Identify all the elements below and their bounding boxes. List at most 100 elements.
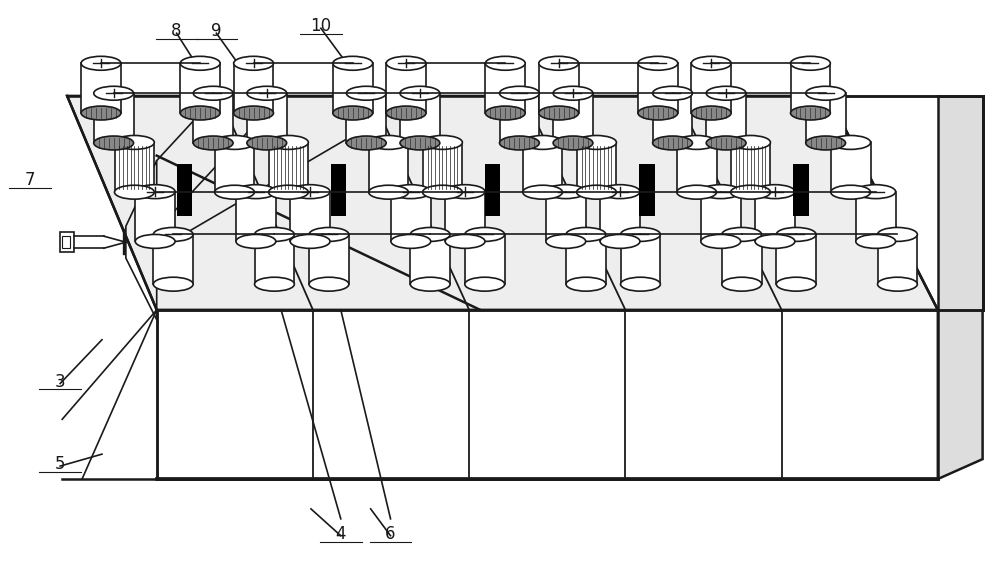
Ellipse shape: [776, 228, 816, 242]
Ellipse shape: [135, 234, 175, 248]
Polygon shape: [333, 64, 373, 113]
Ellipse shape: [701, 234, 741, 248]
Polygon shape: [193, 93, 233, 143]
Polygon shape: [236, 192, 276, 242]
Ellipse shape: [553, 136, 593, 150]
Polygon shape: [577, 142, 616, 192]
Ellipse shape: [621, 228, 660, 242]
Text: 9: 9: [211, 22, 222, 40]
Polygon shape: [831, 142, 871, 192]
Ellipse shape: [806, 136, 846, 150]
Ellipse shape: [806, 87, 846, 100]
Polygon shape: [445, 192, 485, 242]
Ellipse shape: [791, 56, 830, 70]
Ellipse shape: [309, 277, 349, 291]
Ellipse shape: [215, 135, 254, 149]
Polygon shape: [653, 93, 692, 143]
Polygon shape: [546, 192, 586, 242]
Ellipse shape: [94, 136, 134, 150]
Polygon shape: [94, 93, 134, 143]
Ellipse shape: [290, 185, 330, 198]
Polygon shape: [215, 142, 254, 192]
Polygon shape: [621, 234, 660, 284]
Ellipse shape: [410, 277, 450, 291]
Polygon shape: [755, 192, 795, 242]
Ellipse shape: [81, 56, 121, 70]
Ellipse shape: [653, 87, 692, 100]
Ellipse shape: [180, 106, 220, 120]
Ellipse shape: [677, 135, 717, 149]
Ellipse shape: [400, 136, 440, 150]
Bar: [62, 236, 70, 248]
Ellipse shape: [193, 136, 233, 150]
Polygon shape: [346, 93, 386, 143]
Ellipse shape: [722, 277, 762, 291]
Ellipse shape: [831, 185, 871, 199]
Bar: [639, 164, 655, 216]
Ellipse shape: [153, 277, 193, 291]
Polygon shape: [600, 192, 640, 242]
Polygon shape: [938, 285, 983, 479]
Polygon shape: [386, 64, 426, 113]
Ellipse shape: [115, 185, 154, 199]
Ellipse shape: [465, 277, 505, 291]
Ellipse shape: [831, 135, 871, 149]
Polygon shape: [539, 64, 579, 113]
Polygon shape: [234, 64, 273, 113]
Ellipse shape: [369, 185, 408, 199]
Polygon shape: [776, 234, 816, 284]
Ellipse shape: [290, 234, 330, 248]
Polygon shape: [485, 64, 525, 113]
Ellipse shape: [546, 234, 586, 248]
Polygon shape: [731, 142, 770, 192]
Ellipse shape: [445, 234, 485, 248]
Ellipse shape: [423, 135, 462, 149]
Polygon shape: [677, 142, 717, 192]
Ellipse shape: [856, 234, 896, 248]
Ellipse shape: [878, 277, 917, 291]
Ellipse shape: [600, 185, 640, 198]
Polygon shape: [791, 64, 830, 113]
Ellipse shape: [400, 87, 440, 100]
Ellipse shape: [236, 185, 276, 198]
Polygon shape: [722, 234, 762, 284]
Ellipse shape: [386, 106, 426, 120]
Ellipse shape: [269, 185, 308, 199]
Ellipse shape: [247, 136, 287, 150]
Ellipse shape: [539, 106, 579, 120]
Ellipse shape: [755, 234, 795, 248]
Ellipse shape: [691, 106, 731, 120]
Ellipse shape: [553, 87, 593, 100]
Polygon shape: [938, 96, 983, 310]
Ellipse shape: [255, 228, 294, 242]
Ellipse shape: [706, 136, 746, 150]
Polygon shape: [706, 93, 746, 143]
Ellipse shape: [577, 185, 616, 199]
Ellipse shape: [500, 87, 539, 100]
Ellipse shape: [369, 135, 408, 149]
Ellipse shape: [81, 106, 121, 120]
Polygon shape: [255, 234, 294, 284]
Ellipse shape: [638, 106, 678, 120]
Ellipse shape: [600, 234, 640, 248]
Polygon shape: [423, 142, 462, 192]
Ellipse shape: [346, 136, 386, 150]
Polygon shape: [269, 142, 308, 192]
Polygon shape: [157, 310, 938, 479]
Polygon shape: [638, 64, 678, 113]
Ellipse shape: [135, 185, 175, 198]
Ellipse shape: [523, 185, 562, 199]
Ellipse shape: [731, 135, 770, 149]
Ellipse shape: [566, 277, 606, 291]
Ellipse shape: [566, 228, 606, 242]
Ellipse shape: [423, 185, 462, 199]
Polygon shape: [553, 93, 593, 143]
Polygon shape: [806, 93, 846, 143]
Polygon shape: [67, 96, 938, 310]
Polygon shape: [691, 64, 731, 113]
Ellipse shape: [731, 185, 770, 199]
Ellipse shape: [621, 277, 660, 291]
Ellipse shape: [878, 228, 917, 242]
Ellipse shape: [215, 185, 254, 199]
Ellipse shape: [255, 277, 294, 291]
